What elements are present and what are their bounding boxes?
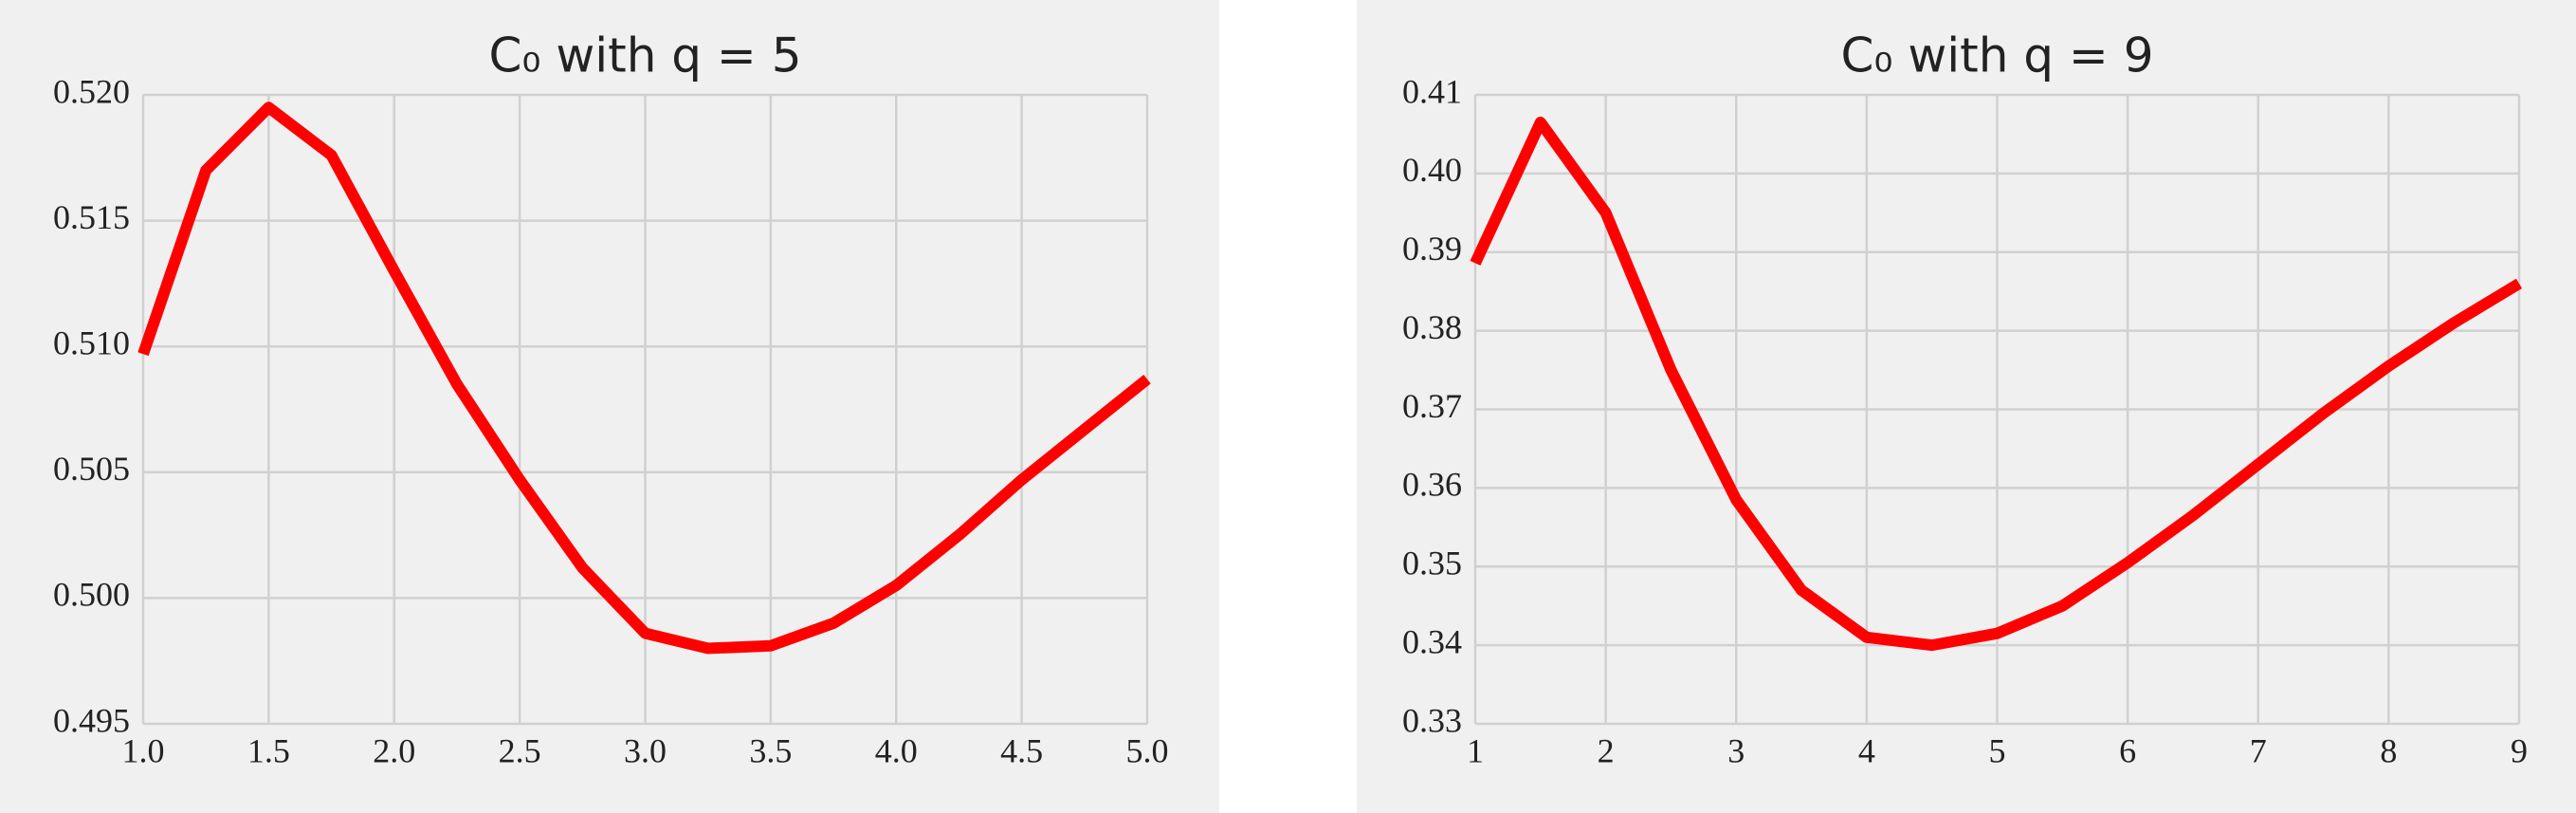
y-tick-label: 0.510 xyxy=(53,323,130,361)
y-tick-label: 0.505 xyxy=(53,450,130,488)
y-tick-label: 0.40 xyxy=(1402,151,1462,189)
x-tick-label: 3.5 xyxy=(749,731,792,769)
panel-background xyxy=(0,0,1219,813)
y-tick-label: 0.500 xyxy=(53,576,130,614)
data-line xyxy=(137,102,1151,655)
data-line xyxy=(1470,117,2523,652)
x-tick-label: 3 xyxy=(1727,731,1745,769)
y-tick-label: 0.33 xyxy=(1402,701,1462,739)
x-tick-label: 4 xyxy=(1858,731,1875,769)
y-tick-label: 0.39 xyxy=(1402,230,1462,268)
y-tick-label: 0.37 xyxy=(1402,387,1462,425)
x-tick-label: 3.0 xyxy=(624,731,667,769)
y-tick-label: 0.35 xyxy=(1402,545,1462,582)
y-tick-label: 0.520 xyxy=(53,72,130,110)
x-tick-label: 1.0 xyxy=(122,731,165,769)
y-tick-label: 0.34 xyxy=(1402,622,1462,660)
y-tick-label: 0.515 xyxy=(53,198,130,236)
y-tick-label: 0.495 xyxy=(53,701,130,739)
x-tick-label: 5.0 xyxy=(1126,731,1169,769)
x-tick-label: 9 xyxy=(2511,731,2528,769)
y-tick-label: 0.38 xyxy=(1402,308,1462,346)
x-tick-label: 8 xyxy=(2380,731,2397,769)
x-tick-label: 2 xyxy=(1598,731,1615,769)
y-tick-label: 0.36 xyxy=(1402,466,1462,504)
y-tick-label: 0.41 xyxy=(1402,72,1462,110)
x-tick-label: 4.0 xyxy=(875,731,918,769)
x-tick-label: 2.0 xyxy=(373,731,415,769)
x-tick-label: 7 xyxy=(2250,731,2267,769)
x-tick-label: 5 xyxy=(1989,731,2006,769)
x-tick-label: 2.5 xyxy=(499,731,541,769)
x-tick-label: 4.5 xyxy=(1000,731,1043,769)
x-tick-label: 6 xyxy=(2119,731,2136,769)
panel-background xyxy=(1357,0,2576,813)
chart-title: C₀ with q = 5 xyxy=(488,28,801,83)
chart-title: C₀ with q = 9 xyxy=(1840,28,2153,83)
x-tick-label: 1 xyxy=(1467,731,1484,769)
x-tick-label: 1.5 xyxy=(247,731,290,769)
